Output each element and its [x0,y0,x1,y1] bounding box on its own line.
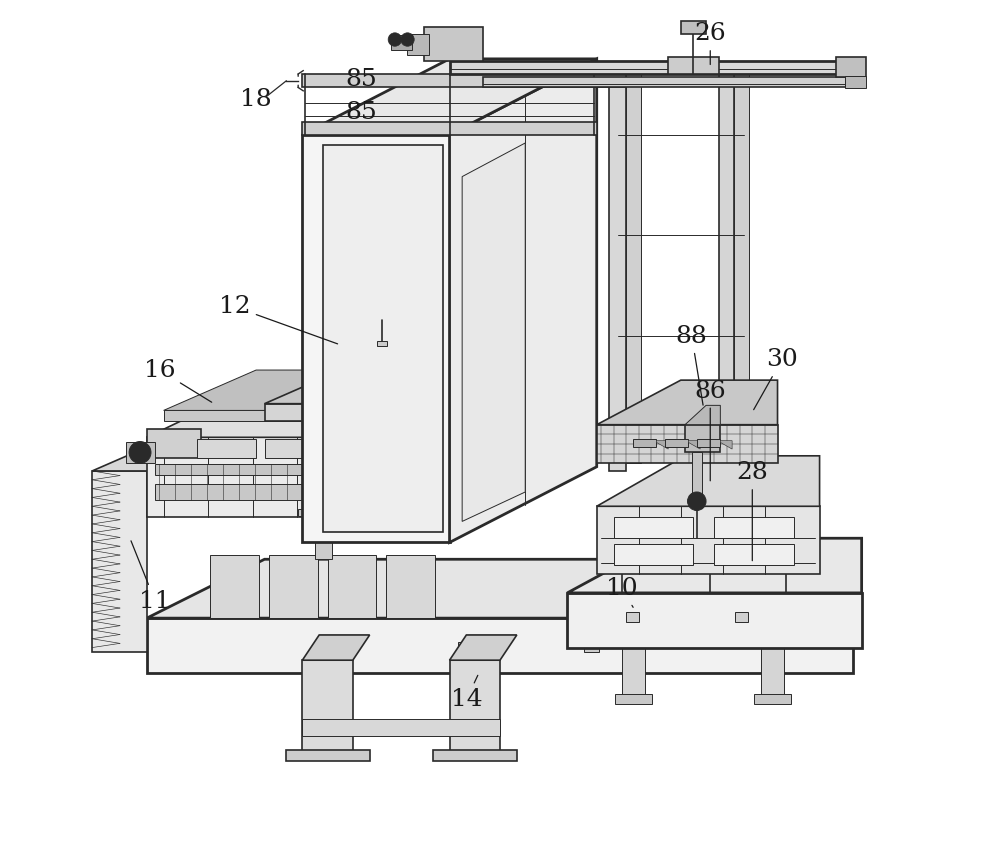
Polygon shape [719,74,734,534]
Polygon shape [126,442,155,463]
Polygon shape [424,27,483,61]
Text: 85: 85 [345,68,377,92]
Polygon shape [302,660,353,757]
Polygon shape [155,484,450,500]
Text: 14: 14 [451,675,482,711]
Polygon shape [714,517,794,538]
Polygon shape [609,74,626,471]
Circle shape [401,33,414,46]
Bar [584,642,599,652]
Polygon shape [302,122,597,135]
Polygon shape [614,517,693,538]
Bar [626,612,639,622]
Polygon shape [734,74,749,530]
Polygon shape [269,555,318,618]
Polygon shape [391,35,412,50]
Polygon shape [302,74,626,87]
Polygon shape [315,513,332,559]
Polygon shape [615,694,652,704]
Text: 85: 85 [345,101,377,124]
Polygon shape [147,618,853,673]
Polygon shape [302,59,597,135]
Bar [735,612,748,622]
Polygon shape [836,57,866,77]
Polygon shape [164,410,450,420]
Polygon shape [450,61,853,74]
Circle shape [129,442,151,463]
Polygon shape [407,34,429,55]
Polygon shape [92,429,243,471]
Polygon shape [265,439,315,458]
Text: 18: 18 [240,87,272,111]
Polygon shape [681,21,706,34]
Text: 28: 28 [736,461,768,561]
Text: 26: 26 [694,22,726,65]
Polygon shape [633,439,656,447]
Polygon shape [302,135,450,542]
Polygon shape [685,425,720,452]
Polygon shape [567,538,862,593]
Polygon shape [668,57,719,74]
Polygon shape [597,425,778,463]
Polygon shape [614,544,693,565]
Polygon shape [597,506,820,574]
Polygon shape [302,635,370,660]
Polygon shape [626,74,641,463]
Polygon shape [147,391,563,437]
Polygon shape [665,439,688,447]
Polygon shape [754,694,791,704]
Polygon shape [298,509,365,516]
Polygon shape [323,145,443,532]
Text: 88: 88 [676,325,708,405]
Polygon shape [286,750,370,761]
Text: 86: 86 [694,379,726,481]
Polygon shape [92,471,147,652]
Polygon shape [265,374,416,404]
Polygon shape [845,76,866,88]
Bar [458,642,473,652]
Text: 16: 16 [144,358,212,402]
Polygon shape [147,429,201,458]
Polygon shape [685,405,720,425]
Text: 30: 30 [754,348,798,410]
Circle shape [388,33,402,46]
Polygon shape [567,593,862,648]
Polygon shape [692,452,702,498]
Text: 10: 10 [606,577,638,607]
Polygon shape [597,456,820,506]
Polygon shape [164,370,542,410]
Circle shape [688,492,706,510]
Polygon shape [197,439,256,458]
Polygon shape [697,439,720,447]
Polygon shape [386,555,435,618]
Polygon shape [377,341,387,346]
Polygon shape [720,441,732,449]
Polygon shape [761,648,784,698]
Polygon shape [155,464,450,475]
Polygon shape [597,380,778,425]
Polygon shape [622,648,645,698]
Polygon shape [656,441,668,449]
Polygon shape [450,59,597,542]
Polygon shape [688,441,700,449]
Polygon shape [714,544,794,565]
Polygon shape [450,660,500,757]
Text: 12: 12 [219,295,338,344]
Polygon shape [462,143,525,521]
Polygon shape [147,559,853,618]
Polygon shape [483,77,853,87]
Polygon shape [265,404,349,420]
Polygon shape [433,750,517,761]
Polygon shape [328,555,376,618]
Text: 11: 11 [131,541,171,613]
Polygon shape [210,555,259,618]
Polygon shape [147,437,466,517]
Polygon shape [450,635,517,660]
Polygon shape [302,719,500,736]
